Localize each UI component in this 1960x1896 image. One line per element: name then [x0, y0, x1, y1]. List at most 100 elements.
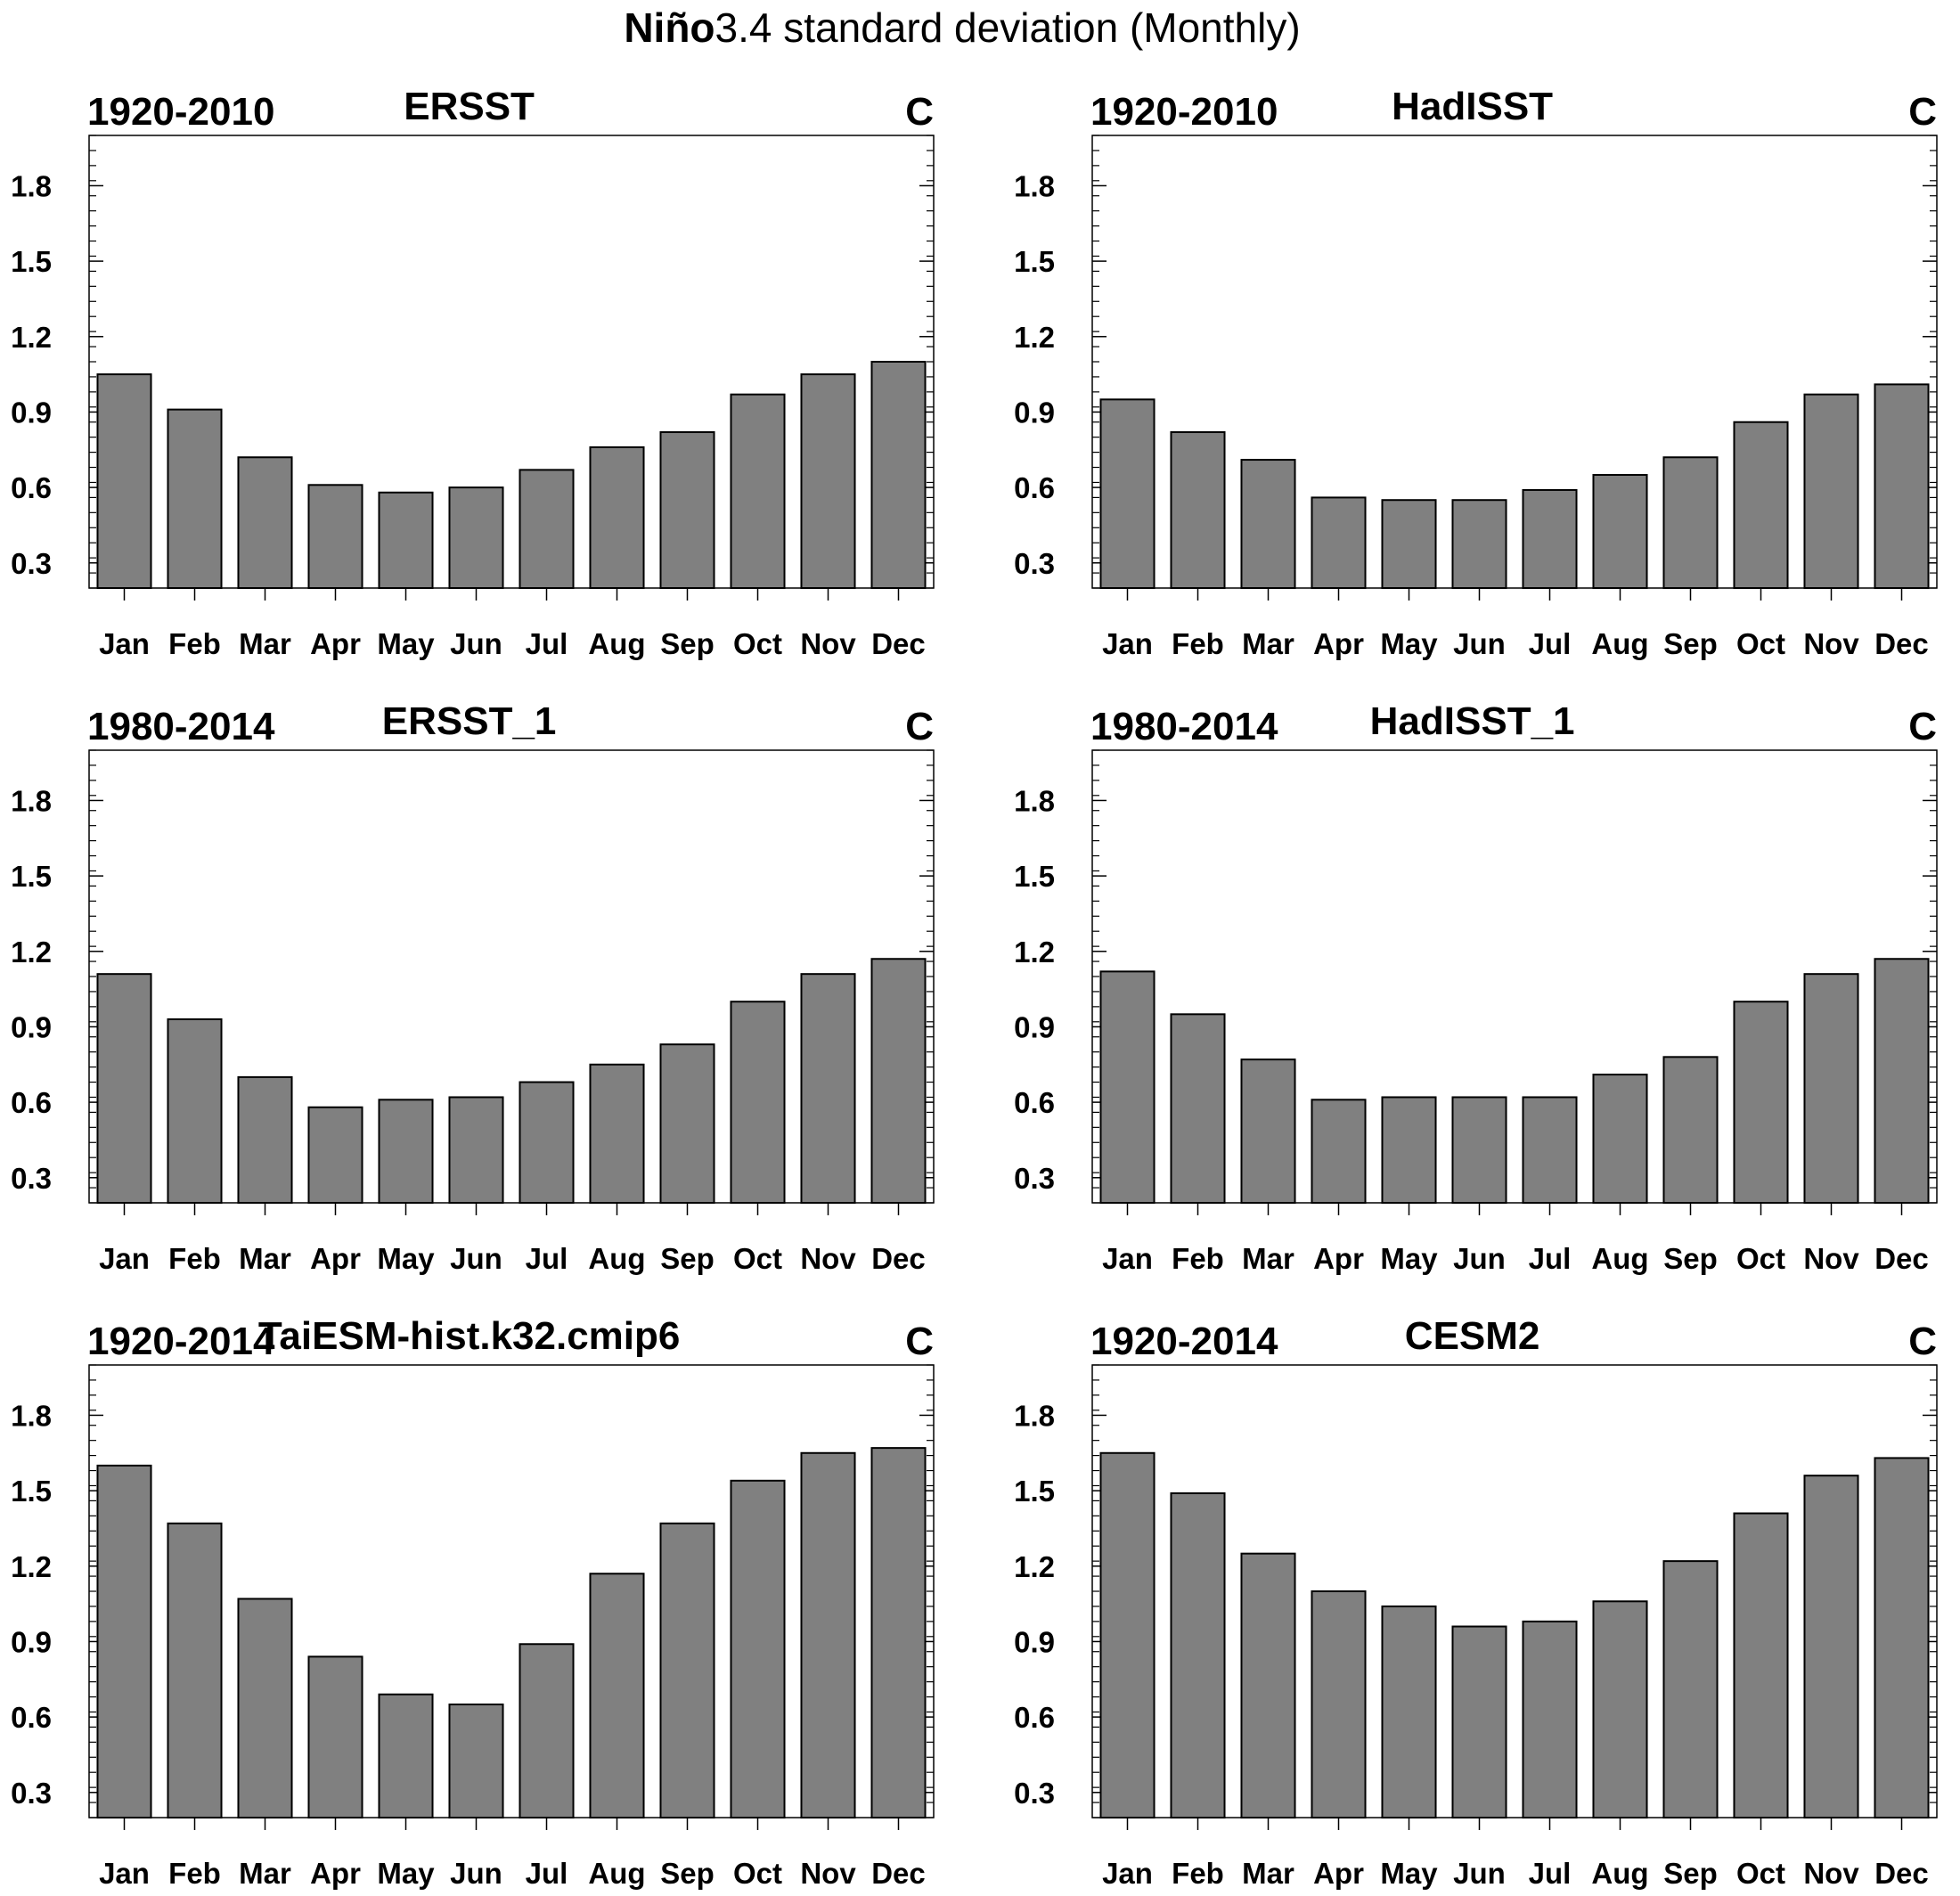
x-tick-label: Feb [168, 1857, 221, 1890]
y-tick-label: 1.2 [1014, 321, 1055, 354]
bar-jun [448, 486, 504, 589]
y-tick-label: 0.3 [1014, 547, 1055, 580]
y-tick-label: 1.5 [11, 860, 52, 893]
panel-dataset-label: HadISST_1 [1370, 699, 1575, 743]
x-tick-label: Nov [1803, 627, 1859, 660]
bar-nov [1803, 1475, 1859, 1818]
bar-jan [1099, 398, 1156, 590]
bar-sep [659, 1522, 715, 1819]
x-tick-label: Jul [526, 1857, 568, 1890]
bar-dec [870, 361, 927, 589]
bar-aug [589, 1573, 645, 1818]
bar-jun [448, 1704, 504, 1818]
bar-sep [659, 431, 715, 589]
x-tick-label: Apr [310, 627, 361, 660]
x-tick-label: Jul [1529, 627, 1572, 660]
plot-frame [1091, 135, 1938, 589]
x-tick-label: Aug [588, 1857, 645, 1890]
x-tick-label: Jul [1529, 1242, 1572, 1275]
x-tick-label: Oct [1736, 1242, 1785, 1275]
bar-jun [448, 1096, 504, 1205]
panel-1: 0.3 0.6 0.9 1.2 1.5 1.8 Jan Feb Mar Apr May Jun Jul A… [11, 85, 935, 660]
y-tick-label: 1.5 [11, 1475, 52, 1508]
y-tick-label: 1.8 [11, 1399, 52, 1432]
x-tick-label: Sep [1663, 627, 1718, 660]
x-tick-label: Sep [1663, 1857, 1718, 1890]
bar-oct [1733, 1001, 1789, 1204]
bar-nov [1803, 393, 1859, 590]
panel-4: 0.3 0.6 0.9 1.2 1.5 1.8 Jan Feb Mar Apr May Jun Jul A… [1014, 699, 1938, 1275]
bar-jul [519, 469, 575, 589]
y-tick-label: 0.6 [1014, 1701, 1055, 1734]
y-tick-label: 0.9 [1014, 1625, 1055, 1658]
y-tick-label: 0.6 [11, 471, 52, 504]
y-tick-label: 1.8 [1014, 784, 1055, 817]
bar-sep [659, 1043, 715, 1204]
bar-may [1381, 1605, 1437, 1819]
x-tick-label: Oct [733, 1857, 782, 1890]
panel-unit-label: C [1908, 1320, 1937, 1363]
y-tick-label: 0.6 [1014, 471, 1055, 504]
x-tick-label: Sep [660, 1857, 715, 1890]
y-tick-label: 1.2 [11, 321, 52, 354]
bar-sep [1662, 1056, 1719, 1205]
x-tick-label: Mar [1242, 627, 1294, 660]
x-tick-label: Aug [1591, 1242, 1648, 1275]
plot-frame [88, 1364, 935, 1818]
bar-feb [167, 1017, 223, 1204]
x-tick-label: Nov [800, 1857, 856, 1890]
x-tick-label: Aug [588, 1242, 645, 1275]
bar-feb [1170, 1013, 1226, 1205]
panel-dataset-label: TaiESM-hist.k32.cmip6 [258, 1314, 681, 1358]
figure-title: Niño3.4 standard deviation (Monthly) [0, 0, 1924, 55]
bar-dec [1874, 383, 1930, 589]
x-tick-label: Nov [1803, 1242, 1859, 1275]
bar-aug [589, 445, 645, 590]
panel-5: 0.3 0.6 0.9 1.2 1.5 1.8 Jan Feb Mar Apr May Jun Jul A… [11, 1314, 935, 1890]
bar-jul [1522, 1096, 1578, 1205]
y-tick-label: 1.2 [1014, 936, 1055, 968]
bar-sep [1662, 456, 1719, 589]
x-tick-label: Jan [99, 627, 150, 660]
bar-jul [519, 1081, 575, 1204]
panel-3: 0.3 0.6 0.9 1.2 1.5 1.8 Jan Feb Mar Apr May Jun Jul A… [11, 699, 935, 1275]
x-tick-label: Aug [588, 627, 645, 660]
panel-unit-label: C [905, 705, 934, 748]
x-tick-label: Aug [1591, 1857, 1648, 1890]
bar-may [378, 1099, 434, 1205]
x-tick-label: Dec [871, 1857, 926, 1890]
plot-frame [1091, 749, 1938, 1204]
bar-jul [519, 1643, 575, 1819]
bar-feb [167, 408, 223, 589]
panel-unit-label: C [905, 90, 934, 134]
bar-may [1381, 499, 1437, 590]
y-tick-label: 1.2 [11, 1550, 52, 1583]
y-tick-label: 0.3 [11, 1162, 52, 1195]
x-tick-label: Oct [733, 627, 782, 660]
panel-unit-label: C [905, 1320, 934, 1363]
x-tick-label: May [1380, 1857, 1438, 1890]
bar-oct [730, 393, 786, 590]
panel-dataset-label: ERSST [404, 85, 535, 128]
x-tick-label: May [377, 627, 435, 660]
x-tick-label: Jan [1102, 627, 1153, 660]
x-tick-label: Mar [239, 1857, 291, 1890]
y-tick-label: 1.5 [1014, 245, 1055, 278]
y-tick-label: 0.9 [1014, 396, 1055, 429]
x-tick-label: Sep [1663, 1242, 1718, 1275]
bar-aug [589, 1063, 645, 1205]
x-tick-label: Dec [871, 1242, 926, 1275]
x-tick-label: Feb [1172, 1857, 1224, 1890]
x-tick-label: Jun [450, 1857, 502, 1890]
x-tick-label: Oct [733, 1242, 782, 1275]
x-tick-label: Oct [1736, 627, 1785, 660]
y-tick-label: 0.6 [11, 1086, 52, 1119]
bar-feb [167, 1522, 223, 1819]
bar-jun [1451, 1096, 1507, 1205]
x-tick-label: Apr [310, 1857, 361, 1890]
x-tick-label: Mar [1242, 1857, 1294, 1890]
bar-may [378, 491, 434, 589]
bar-nov [800, 973, 856, 1204]
bar-apr [307, 1106, 363, 1205]
